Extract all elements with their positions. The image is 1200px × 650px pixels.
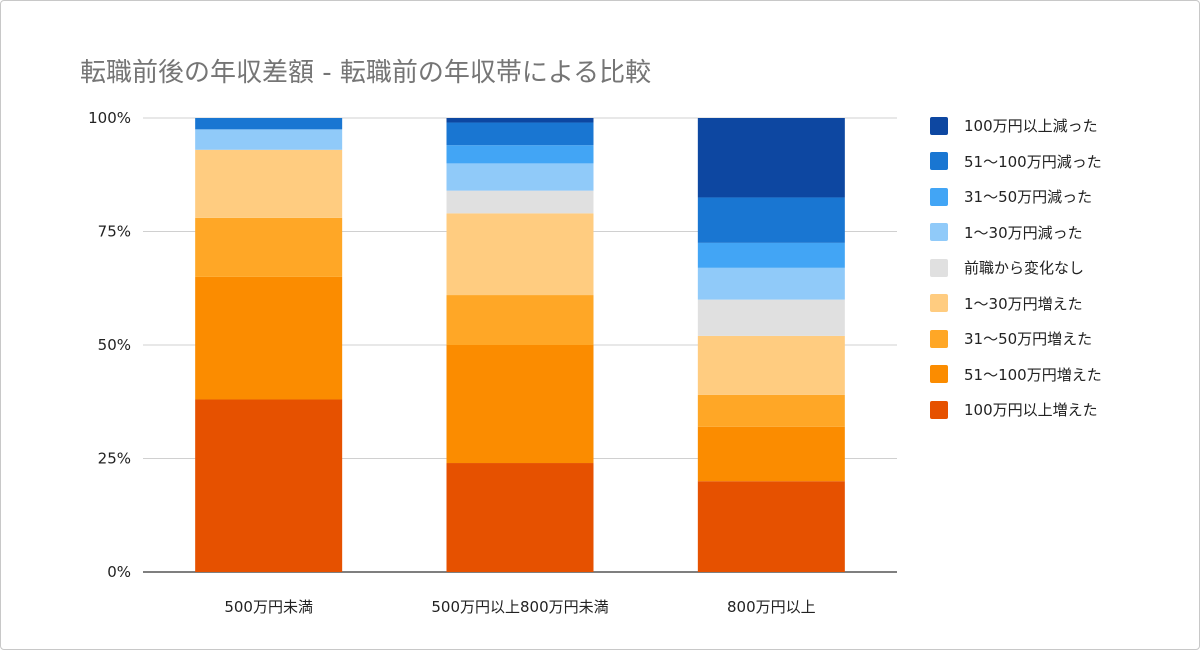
legend: 100万円以上減った 51〜100万円減った 31〜50万円減った 1〜30万円減った…: [930, 108, 1102, 428]
legend-item: 前職から変化なし: [930, 250, 1102, 286]
legend-item: 1〜30万円減った: [930, 215, 1102, 251]
chart-title: 転職前後の年収差額 - 転職前の年収帯による比較: [80, 58, 652, 88]
bar-segment: [697, 118, 845, 198]
bar-segment: [446, 345, 594, 464]
legend-swatch: [930, 223, 948, 242]
legend-swatch: [930, 258, 948, 277]
legend-label: 100万円以上減った: [964, 117, 1098, 136]
legend-item: 51〜100万円減った: [930, 144, 1102, 180]
legend-swatch: [930, 294, 948, 313]
legend-item: 31〜50万円増えた: [930, 321, 1102, 357]
x-tick-label: 800万円以上: [727, 598, 816, 616]
bar-segment: [446, 213, 594, 296]
y-tick-label: 50%: [98, 336, 131, 354]
legend-swatch: [930, 187, 948, 206]
legend-item: 100万円以上増えた: [930, 392, 1102, 428]
legend-label: 1〜30万円減った: [964, 223, 1083, 242]
y-tick-label: 100%: [88, 109, 131, 127]
x-tick-label: 500万円以上800万円未満: [431, 598, 608, 616]
bar-segment: [195, 149, 343, 218]
bar-segment: [446, 122, 594, 146]
legend-swatch: [930, 400, 948, 419]
x-tick-label: 500万円未満: [224, 598, 313, 616]
legend-label: 1〜30万円増えた: [964, 294, 1083, 313]
bar-segment: [697, 299, 845, 336]
legend-label: 31〜50万円増えた: [964, 330, 1093, 349]
bar-segment: [446, 295, 594, 345]
legend-swatch: [930, 365, 948, 384]
bar-segment: [195, 118, 343, 130]
y-tick-label: 75%: [98, 223, 131, 241]
legend-item: 51〜100万円増えた: [930, 357, 1102, 393]
legend-label: 31〜50万円減った: [964, 188, 1093, 207]
legend-label: 51〜100万円増えた: [964, 365, 1102, 384]
bar-segment: [697, 197, 845, 243]
bar-segment: [697, 242, 845, 268]
bar-segment: [697, 426, 845, 482]
bar-segment: [195, 129, 343, 150]
bar-segment: [446, 190, 594, 214]
legend-label: 100万円以上増えた: [964, 401, 1098, 420]
bar-segment: [195, 276, 343, 400]
legend-swatch: [930, 329, 948, 348]
legend-swatch: [930, 116, 948, 135]
y-tick-label: 0%: [107, 563, 131, 581]
bar-segment: [697, 481, 845, 572]
legend-item: 31〜50万円減った: [930, 179, 1102, 215]
bar-segment: [195, 399, 343, 572]
bar-segment: [697, 394, 845, 427]
bar-segment: [446, 163, 594, 191]
legend-label: 51〜100万円減った: [964, 152, 1102, 171]
legend-item: 1〜30万円増えた: [930, 286, 1102, 322]
legend-swatch: [930, 152, 948, 171]
y-tick-label: 25%: [98, 450, 131, 468]
legend-label: 前職から変化なし: [964, 259, 1085, 278]
bar-segment: [446, 145, 594, 164]
bar-segment: [697, 267, 845, 300]
legend-item: 100万円以上減った: [930, 108, 1102, 144]
bar-segment: [446, 463, 594, 572]
bar-segment: [697, 335, 845, 395]
bar-segment: [195, 217, 343, 277]
bar-segment: [446, 118, 594, 123]
